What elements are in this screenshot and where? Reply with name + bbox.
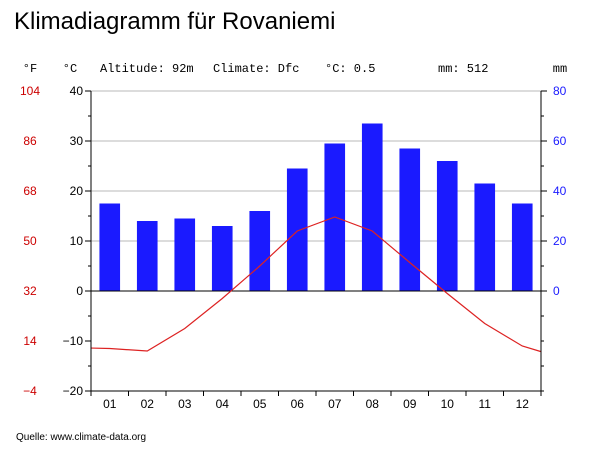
precipitation-bars — [99, 123, 533, 291]
month-tick-label: 12 — [516, 397, 530, 411]
month-tick-label: 07 — [328, 397, 342, 411]
celsius-tick-label: −20 — [63, 384, 84, 398]
mm-tick-label: 60 — [553, 134, 567, 148]
celsius-unit-label: °C — [63, 62, 77, 76]
precipitation-bar — [286, 168, 308, 291]
climate-info: Climate: Dfc — [213, 62, 299, 76]
mm-tick-label: 0 — [553, 284, 560, 298]
chart-title: Klimadiagramm für Rovaniemi — [14, 8, 336, 35]
temperature-line — [90, 216, 542, 353]
mean-temp-info: °C: 0.5 — [325, 62, 375, 76]
fahrenheit-unit-label: °F — [23, 62, 37, 76]
precipitation-bar — [136, 221, 158, 291]
precipitation-bar — [99, 203, 121, 291]
temperature-series-line — [90, 216, 542, 353]
mm-tick-label: 20 — [553, 234, 567, 248]
fahrenheit-tick-label: −4 — [23, 384, 37, 398]
tick-labels: 40 104 30 86 20 68 10 50 0 32 −10 14 −20 −4 80 60 40 20 0 0… — [20, 84, 567, 411]
month-tick-label: 11 — [479, 397, 492, 411]
month-tick-label: 03 — [178, 397, 192, 411]
mm-tick-label: 80 — [553, 84, 567, 98]
celsius-tick-label: 10 — [70, 234, 84, 248]
celsius-tick-label: 20 — [70, 184, 84, 198]
fahrenheit-tick-label: 104 — [20, 84, 40, 98]
month-tick-label: 09 — [403, 397, 417, 411]
month-tick-label: 01 — [103, 397, 117, 411]
mm-unit-label: mm — [553, 62, 567, 76]
celsius-tick-label: −10 — [63, 334, 84, 348]
precipitation-bar — [474, 183, 496, 291]
celsius-tick-label: 0 — [76, 284, 83, 298]
celsius-tick-label: 40 — [70, 84, 84, 98]
mm-tick-label: 40 — [553, 184, 567, 198]
fahrenheit-tick-label: 14 — [23, 334, 37, 348]
fahrenheit-tick-label: 86 — [23, 134, 37, 148]
month-tick-label: 05 — [253, 397, 267, 411]
axes — [85, 90, 547, 396]
precipitation-bar — [511, 203, 533, 291]
info-line: Altitude: 92m Climate: Dfc °C: 0.5 mm: 5… — [100, 62, 488, 76]
fahrenheit-tick-label: 68 — [23, 184, 37, 198]
month-tick-label: 02 — [141, 397, 155, 411]
month-tick-label: 04 — [216, 397, 230, 411]
month-tick-label: 06 — [291, 397, 305, 411]
month-tick-label: 08 — [366, 397, 380, 411]
precipitation-bar — [211, 226, 233, 291]
gridlines — [91, 90, 541, 242]
precipitation-bar — [249, 211, 271, 291]
altitude-info: Altitude: 92m — [100, 62, 194, 76]
precipitation-bar — [174, 218, 196, 291]
celsius-tick-label: 30 — [70, 134, 84, 148]
source-note: Quelle: www.climate-data.org — [16, 432, 147, 443]
month-tick-label: 10 — [441, 397, 455, 411]
fahrenheit-tick-label: 32 — [23, 284, 37, 298]
fahrenheit-tick-label: 50 — [23, 234, 37, 248]
precipitation-bar — [399, 148, 421, 291]
precipitation-info: mm: 512 — [438, 62, 488, 76]
precipitation-bar — [361, 123, 383, 291]
precipitation-bar — [436, 161, 458, 291]
